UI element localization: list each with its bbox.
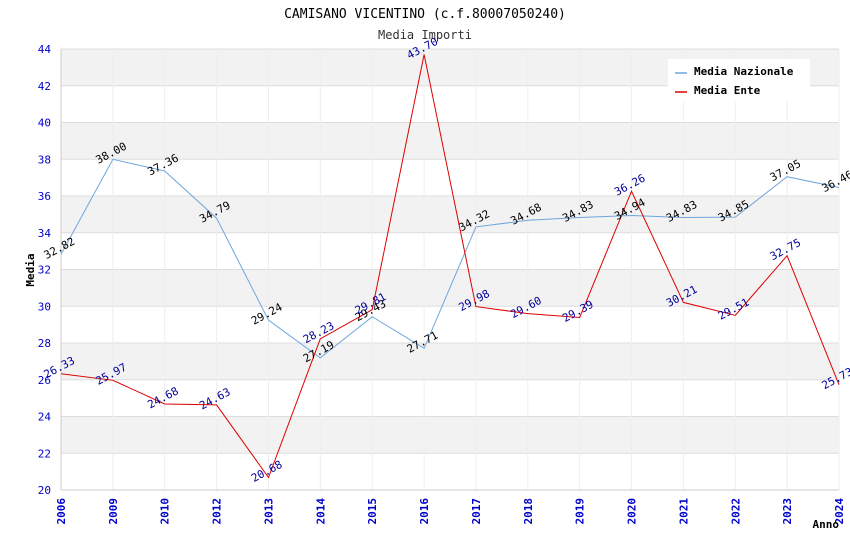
y-axis-ticks: 20 22 24 26 28 30 32 34 36 38 40 42 44 (38, 43, 52, 497)
x-tick-label: 2017 (470, 498, 483, 525)
y-tick-label: 36 (38, 190, 51, 203)
grid-band (61, 196, 839, 233)
x-tick-label: 2019 (574, 498, 587, 525)
y-tick-label: 22 (38, 447, 51, 460)
grid-band (61, 416, 839, 454)
grid-lines (60, 48, 840, 491)
data-label: 24.68 (145, 384, 180, 411)
chart-title: CAMISANO VICENTINO (c.f.80007050240) (284, 7, 566, 22)
x-tick-label: 2020 (626, 498, 639, 525)
legend: Media Nazionale Media Ente (668, 59, 810, 101)
x-axis-label: Anno (813, 518, 840, 531)
data-label: 20.68 (249, 458, 284, 485)
legend-label-media-ente: Media Ente (694, 84, 761, 97)
x-tick-label: 2023 (781, 498, 794, 525)
y-tick-label: 42 (38, 80, 51, 93)
y-tick-label: 44 (38, 43, 52, 56)
series-line-media-ente (60, 54, 840, 479)
chart-subtitle: Media Importi (378, 28, 472, 42)
x-tick-label: 2016 (418, 498, 431, 525)
x-tick-label: 2009 (107, 498, 120, 525)
y-tick-label: 40 (38, 117, 51, 130)
y-tick-label: 28 (38, 337, 51, 350)
y-tick-label: 32 (38, 264, 51, 277)
data-label: 36.46 (820, 168, 850, 195)
data-label: 32.75 (768, 236, 803, 263)
x-tick-label: 2006 (55, 498, 68, 525)
x-tick-label: 2024 (833, 498, 846, 525)
y-axis-label: Media (24, 253, 37, 286)
series-line-media-nazionale (60, 158, 840, 359)
legend-label-media-nazionale: Media Nazionale (694, 65, 794, 78)
x-tick-label: 2010 (159, 498, 172, 525)
y-tick-label: 30 (38, 300, 51, 313)
legend-box (668, 59, 810, 101)
x-tick-label: 2014 (314, 498, 327, 525)
x-axis-ticks: 2006 2009 2010 2012 2013 2014 2015 2016 2017 2018… (55, 498, 846, 525)
y-tick-label: 24 (38, 411, 52, 424)
data-label: 37.05 (768, 157, 803, 184)
grid-band (61, 122, 839, 160)
y-tick-label: 34 (38, 227, 52, 240)
data-label: 24.63 (197, 385, 232, 412)
x-tick-label: 2022 (729, 498, 742, 525)
y-tick-label: 20 (38, 484, 51, 497)
grid-band (61, 343, 839, 380)
y-tick-label: 26 (38, 374, 51, 387)
series-lines (60, 54, 840, 479)
x-tick-label: 2015 (366, 498, 379, 525)
y-tick-label: 38 (38, 153, 51, 166)
x-tick-label: 2018 (522, 498, 535, 525)
x-tick-label: 2013 (262, 498, 275, 525)
x-tick-label: 2021 (677, 498, 690, 525)
x-tick-label: 2012 (211, 498, 224, 525)
